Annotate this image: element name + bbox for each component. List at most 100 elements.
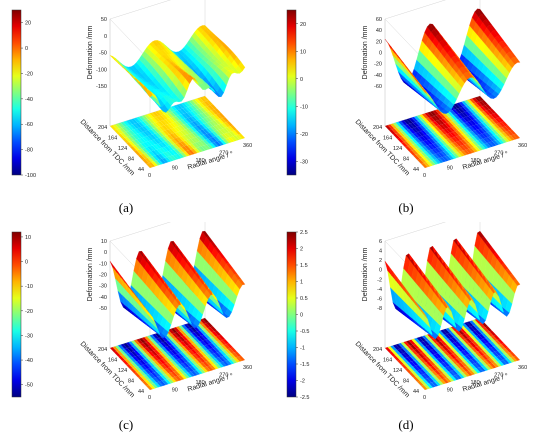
panel-d-floor-cell xyxy=(478,344,486,350)
panel-c-floor-cell xyxy=(168,328,175,334)
panel-c-floor-cell xyxy=(217,362,224,368)
panel-a-floor-cell xyxy=(182,140,190,146)
panel-d-floor-cell xyxy=(402,347,409,353)
panel-c-floor-cell xyxy=(147,346,154,352)
panel-c-floor-cell xyxy=(191,343,199,349)
panel-d-floor-cell xyxy=(443,339,450,345)
panel-b-floor-cell xyxy=(410,144,417,150)
panel-b-floor-cell xyxy=(459,123,466,129)
panel-d-floor-cell xyxy=(492,340,499,346)
panel-b-floor-cell xyxy=(472,119,479,125)
panel-d-floor-cell xyxy=(465,338,473,344)
panel-b-floor-cell xyxy=(480,106,487,112)
panel-b-floor-cell xyxy=(460,106,467,112)
panel-b-floor-cell xyxy=(497,117,504,123)
panel-a-floor-cell xyxy=(167,156,174,162)
panel-c-floor-cell xyxy=(159,380,166,386)
panel-a-colorbar-tick-label: -20 xyxy=(25,71,33,77)
panel-b-floor-cell xyxy=(478,111,486,117)
panel-a-floor-cell xyxy=(186,144,194,150)
panel-c-floor-cell xyxy=(157,343,165,349)
panel-b-floor-cell xyxy=(477,128,485,134)
panel-a-floor-cell xyxy=(129,135,137,141)
panel-b-floor-cell xyxy=(476,134,483,140)
panel-a-floor-cell xyxy=(169,111,177,117)
panel-d-floor-cell xyxy=(416,348,424,354)
panel-c-floor-cell xyxy=(165,373,173,379)
panel-d-floor-cell xyxy=(400,353,408,359)
panel-d-z-tick-label: -6 xyxy=(377,296,382,302)
panel-a-floor-cell xyxy=(160,131,167,137)
panel-a-floor-cell xyxy=(140,131,148,137)
panel-d-floor-cell xyxy=(399,348,407,354)
panel-d-floor-cell xyxy=(474,340,482,346)
panel-c-floor-cell xyxy=(142,380,149,386)
panel-a-floor-cell xyxy=(206,132,214,138)
panel-c-floor-cell xyxy=(135,344,142,350)
panel-c-floor-cell xyxy=(138,376,145,382)
panel-b-floor-cell xyxy=(418,120,425,126)
panel-a-floor-cell xyxy=(199,96,207,102)
panel-d-floor-cell xyxy=(447,354,454,360)
panel-b-floor-cell xyxy=(480,138,487,144)
panel-a-floor-cell xyxy=(173,148,181,154)
panel-c-floor-cell xyxy=(196,358,203,364)
panel-b-floor-cell xyxy=(429,111,437,117)
panel-b-floor-cell xyxy=(439,146,447,152)
panel-a-floor-cell xyxy=(178,114,186,120)
panel-a-floor-cell xyxy=(177,131,185,137)
panel-d-floor-cell xyxy=(431,359,439,365)
panel-d-floor-cell xyxy=(423,373,431,379)
panel-b-floor-cell xyxy=(435,131,442,137)
panel-d-floor-cell xyxy=(461,355,469,361)
panel-c-floor-cell xyxy=(225,359,232,365)
panel-a-floor-cell xyxy=(152,111,159,117)
panel-b-floor-cell xyxy=(488,125,495,131)
panel-c-floor-cell xyxy=(178,347,186,353)
panel-a-floor-cell xyxy=(139,116,146,122)
panel-a-floor-cell xyxy=(144,114,151,120)
panel-d-z-tick-label: 4 xyxy=(379,249,382,255)
panel-c-floor-cell xyxy=(129,346,137,352)
panel-b-floor-cell xyxy=(466,110,474,116)
panel-d-floor-cell xyxy=(449,354,457,360)
panel-a-floor-cell xyxy=(198,113,206,119)
panel-a-floor-cell xyxy=(141,126,149,132)
panel-c-floor-cell xyxy=(186,323,194,329)
panel-a-floor-cell xyxy=(177,142,185,148)
panel-b-floor-cell xyxy=(481,122,489,128)
panel-a-floor-cell xyxy=(227,126,235,132)
panel-a-z-tick-label: 0 xyxy=(104,34,107,40)
panel-a-floor-cell xyxy=(145,152,153,158)
panel-c-floor-cell xyxy=(185,361,193,367)
panel-c-floor-cell xyxy=(194,364,202,370)
panel-b-floor-cell xyxy=(492,129,499,135)
panel-a-floor-cell xyxy=(206,111,214,117)
panel-c-floor-cell xyxy=(164,368,172,374)
panel-b-floor-cell xyxy=(440,129,448,135)
panel-d-floor-cell xyxy=(472,330,479,336)
panel-a-floor-cell xyxy=(200,140,207,146)
panel-b-floor-cell xyxy=(438,141,445,147)
panel-b-floor-cell xyxy=(477,117,485,123)
panel-c-floor-cell xyxy=(133,350,141,356)
panel-a-floor-cell xyxy=(148,162,156,168)
panel-b-floor-cell xyxy=(461,133,469,139)
panel-b-floor-cell xyxy=(441,134,449,140)
panel-c-floor-cell xyxy=(185,350,193,356)
panel-a-floor-cell xyxy=(211,142,219,148)
panel-b-floor-cell xyxy=(392,122,400,128)
panel-b-floor-cell xyxy=(424,156,432,162)
panel-c-floor-cell xyxy=(163,374,170,380)
panel-a-floor-cell xyxy=(197,108,204,114)
panel-b-floor-cell xyxy=(467,142,474,148)
panel-d-floor-cell xyxy=(446,371,453,377)
panel-a-floor-cell xyxy=(223,122,231,128)
panel-c-floor-cell xyxy=(222,360,230,366)
panel-c-floor-cell xyxy=(182,351,190,357)
panel-a-floor-cell xyxy=(203,101,211,107)
panel-d-floor-cell xyxy=(458,334,466,340)
panel-b-floor-cell xyxy=(494,139,502,145)
panel-b-z-axis-label: Deformation /mm xyxy=(362,25,369,79)
panel-c-floor-cell xyxy=(153,338,161,344)
